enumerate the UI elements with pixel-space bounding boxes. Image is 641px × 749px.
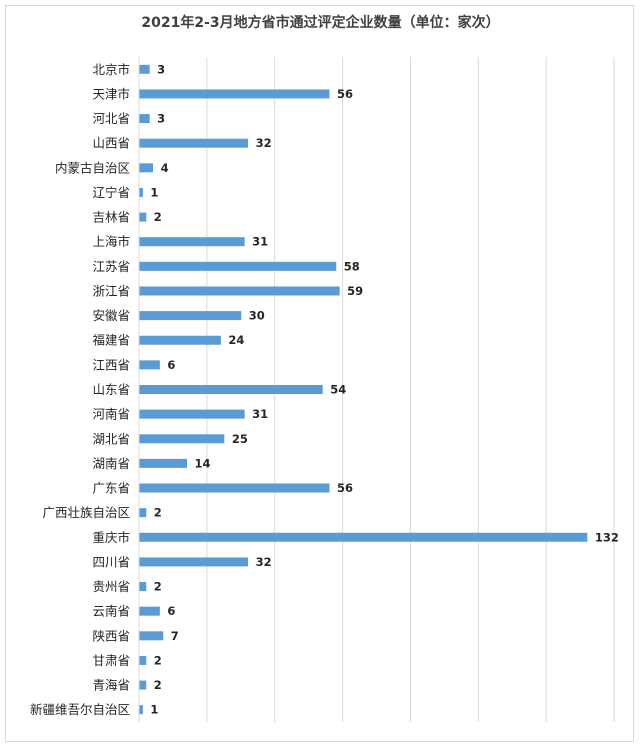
category-label: 广东省 (92, 481, 130, 496)
bar (139, 286, 340, 296)
bars (139, 64, 588, 715)
data-label: 4 (161, 161, 169, 175)
bar (139, 335, 221, 345)
data-label: 24 (228, 333, 244, 347)
bar (139, 582, 147, 592)
labels: 北京市 3 天津市 56 河北省 3 山西省 32 内蒙古自治区 4 辽宁省 1 吉林省 2 上海市 31 江苏… (30, 62, 619, 717)
bar (139, 434, 225, 444)
data-label: 1 (150, 703, 158, 717)
category-label: 吉林省 (92, 210, 130, 225)
data-label: 32 (256, 136, 272, 150)
data-label: 3 (157, 112, 165, 126)
category-label: 上海市 (92, 234, 130, 249)
bar (139, 557, 249, 567)
data-label: 2 (154, 580, 162, 594)
data-label: 30 (249, 309, 265, 323)
data-label: 58 (344, 259, 360, 273)
data-label: 32 (256, 555, 272, 569)
category-label: 重庆市 (92, 530, 130, 545)
category-label: 山东省 (92, 382, 130, 397)
bar (139, 64, 150, 74)
data-label: 6 (167, 358, 175, 372)
category-label: 河南省 (92, 407, 130, 422)
bar (139, 237, 245, 247)
bar (139, 261, 337, 271)
bar (139, 458, 187, 468)
gridlines (138, 57, 615, 722)
data-label: 25 (232, 432, 248, 446)
bar (139, 89, 330, 99)
bar (139, 705, 143, 715)
data-label: 1 (150, 185, 158, 199)
data-label: 56 (337, 481, 353, 495)
data-label: 3 (157, 62, 165, 76)
category-label: 安徽省 (92, 308, 130, 323)
category-label: 甘肃省 (92, 653, 130, 668)
bar (139, 680, 147, 690)
data-label: 6 (167, 604, 175, 618)
data-label: 2 (154, 678, 162, 692)
bar (139, 655, 147, 665)
category-label: 陕西省 (92, 628, 130, 643)
category-label: 福建省 (92, 333, 130, 348)
category-label: 辽宁省 (92, 185, 130, 200)
bar (139, 311, 242, 321)
category-label: 山西省 (92, 136, 130, 151)
category-label: 天津市 (92, 86, 130, 101)
data-label: 59 (347, 284, 363, 298)
data-label: 31 (252, 407, 268, 421)
bar (139, 631, 164, 641)
bar (139, 483, 330, 493)
data-label: 2 (154, 653, 162, 667)
category-label: 江苏省 (92, 259, 130, 274)
bar (139, 606, 160, 616)
category-label: 内蒙古自治区 (55, 160, 130, 175)
category-label: 四川省 (92, 554, 130, 569)
category-label: 新疆维吾尔自治区 (30, 702, 130, 717)
bar (139, 508, 147, 518)
category-label: 青海省 (92, 678, 130, 693)
bar (139, 385, 323, 394)
category-label: 云南省 (92, 604, 130, 619)
chart-title: 2021年2-3月地方省市通过评定企业数量（单位：家次） (141, 15, 500, 31)
category-label: 浙江省 (92, 283, 130, 298)
bar (139, 360, 160, 370)
category-label: 河北省 (92, 111, 130, 126)
data-label: 2 (154, 506, 162, 520)
data-label: 54 (330, 383, 346, 397)
chart-frame (5, 5, 634, 742)
data-label: 14 (195, 456, 211, 470)
category-label: 贵州省 (92, 579, 130, 594)
bar (139, 138, 249, 148)
category-label: 江西省 (92, 357, 130, 372)
data-label: 132 (595, 530, 619, 544)
bar (139, 114, 150, 124)
bar (139, 532, 588, 542)
data-label: 7 (171, 629, 179, 643)
bar (139, 212, 147, 222)
data-label: 56 (337, 87, 353, 101)
data-label: 31 (252, 235, 268, 249)
bar (139, 163, 154, 173)
category-label: 湖南省 (92, 456, 130, 471)
data-label: 2 (154, 210, 162, 224)
bar (139, 187, 143, 197)
category-label: 北京市 (92, 62, 130, 77)
bar (139, 409, 245, 419)
category-label: 湖北省 (92, 431, 130, 446)
category-label: 广西壮族自治区 (42, 505, 130, 520)
